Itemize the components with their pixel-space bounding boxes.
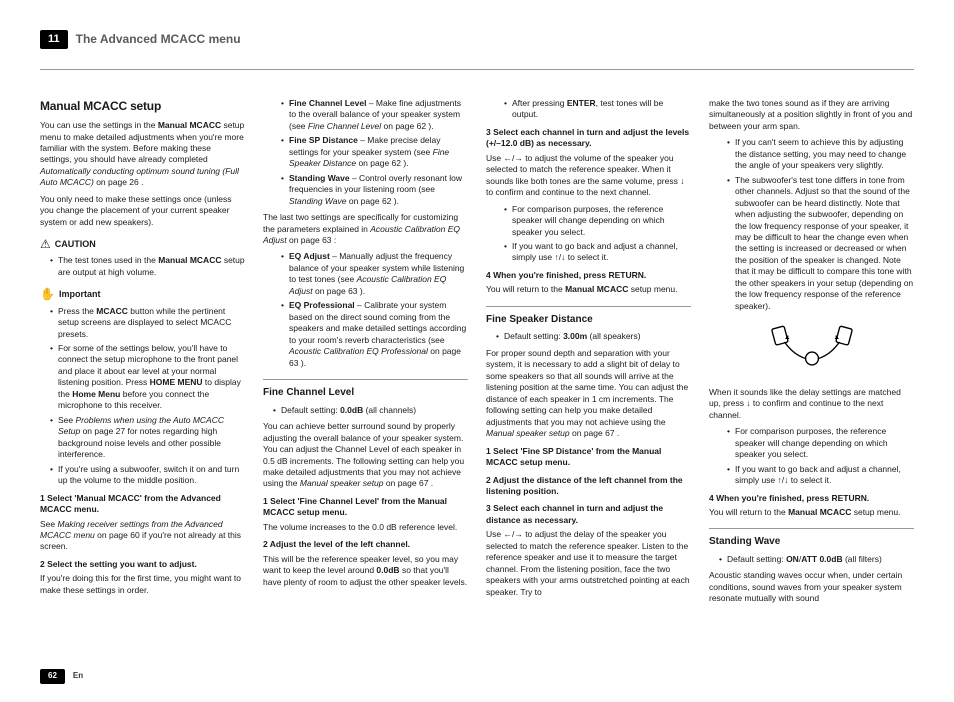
list-item: If you want to go back and adjust a chan… bbox=[504, 241, 691, 264]
fsd-intro: For proper sound depth and separation wi… bbox=[486, 348, 691, 440]
important-label: Important bbox=[59, 288, 101, 300]
default-list: Default setting: 0.0dB (all channels) bbox=[263, 405, 468, 416]
divider bbox=[40, 69, 914, 70]
list-item: The subwoofer's test tone differs in ton… bbox=[727, 175, 914, 313]
important-icon: ✋ bbox=[40, 286, 55, 302]
list-item: Default setting: 0.0dB (all channels) bbox=[273, 405, 468, 416]
subsection-fine-channel-level: Fine Channel Level bbox=[263, 379, 468, 400]
default-list: Default setting: ON/ATT 0.0dB (all filte… bbox=[709, 554, 914, 565]
step-2: 2 Select the setting you want to adjust. bbox=[40, 559, 245, 570]
list-item: If you want to go back and adjust a chan… bbox=[727, 464, 914, 487]
default-list: Default setting: 3.00m (all speakers) bbox=[486, 331, 691, 342]
list-item: Default setting: 3.00m (all speakers) bbox=[496, 331, 691, 342]
chapter-header: 11 The Advanced MCACC menu bbox=[40, 30, 914, 49]
language-code: En bbox=[73, 671, 83, 682]
list-item: If you can't seem to achieve this by adj… bbox=[727, 137, 914, 171]
fcl-step-2: 2 Adjust the level of the left channel. bbox=[263, 539, 468, 550]
list-item: Press the MCACC button while the pertine… bbox=[50, 306, 245, 340]
step-4b-sub: You will return to the Manual MCACC setu… bbox=[709, 507, 914, 518]
column-2: Fine Channel Level – Make fine adjustmen… bbox=[263, 98, 468, 610]
fcl-step-1-sub: The volume increases to the 0.0 dB refer… bbox=[263, 522, 468, 533]
step-4: 4 When you're finished, press RETURN. bbox=[486, 270, 691, 281]
list-item: Standing Wave – Control overly resonant … bbox=[281, 173, 468, 207]
caution-icon: ⚠ bbox=[40, 236, 51, 252]
fsd-step-2: 2 Adjust the distance of the left channe… bbox=[486, 475, 691, 498]
list-item: Fine Channel Level – Make fine adjustmen… bbox=[281, 98, 468, 132]
important-list: Press the MCACC button while the pertine… bbox=[40, 306, 245, 487]
column-1: Manual MCACC setup You can use the setti… bbox=[40, 98, 245, 610]
fcl-intro: You can achieve better surround sound by… bbox=[263, 421, 468, 490]
list-item: If you're using a subwoofer, switch it o… bbox=[50, 464, 245, 487]
chapter-number: 11 bbox=[40, 30, 68, 49]
mid-paragraph: The last two settings are specifically f… bbox=[263, 212, 468, 246]
caution-label: CAUTION bbox=[55, 238, 96, 250]
intro-paragraph-2: You only need to make these settings onc… bbox=[40, 194, 245, 228]
fcl-step-2-sub: This will be the reference speaker level… bbox=[263, 554, 468, 588]
step-3: 3 Select each channel in turn and adjust… bbox=[486, 127, 691, 150]
step-1: 1 Select 'Manual MCACC' from the Advance… bbox=[40, 493, 245, 516]
fcl-step-1: 1 Select 'Fine Channel Level' from the M… bbox=[263, 496, 468, 519]
speaker-angle-diagram bbox=[709, 320, 914, 378]
setting-list: Fine Channel Level – Make fine adjustmen… bbox=[263, 98, 468, 207]
list-item: EQ Adjust – Manually adjust the frequenc… bbox=[281, 251, 468, 297]
step-1-detail: See Making receiver settings from the Ad… bbox=[40, 519, 245, 553]
step-2-detail: If you're doing this for the first time,… bbox=[40, 573, 245, 596]
caution-list: The test tones used in the Manual MCACC … bbox=[40, 255, 245, 278]
column-3: After pressing ENTER, test tones will be… bbox=[486, 98, 691, 610]
list-item: After pressing ENTER, test tones will be… bbox=[504, 98, 691, 121]
list-item: For comparison purposes, the reference s… bbox=[504, 204, 691, 238]
continuation: make the two tones sound as if they are … bbox=[709, 98, 914, 132]
subsection-standing-wave: Standing Wave bbox=[709, 528, 914, 549]
step-3-sub: Use ←/→ to adjust the volume of the spea… bbox=[486, 153, 691, 199]
caution-notice: ⚠ CAUTION bbox=[40, 236, 245, 252]
subsection-fine-speaker-distance: Fine Speaker Distance bbox=[486, 306, 691, 327]
list-item: EQ Professional – Calibrate your system … bbox=[281, 300, 468, 369]
page-footer: 62 En bbox=[40, 669, 83, 684]
intro-paragraph: You can use the settings in the Manual M… bbox=[40, 120, 245, 189]
list-item: The test tones used in the Manual MCACC … bbox=[50, 255, 245, 278]
list-item: Fine SP Distance – Make precise delay se… bbox=[281, 135, 468, 169]
content-columns: Manual MCACC setup You can use the setti… bbox=[40, 98, 914, 610]
page-number: 62 bbox=[40, 669, 65, 684]
step-4-sub: You will return to the Manual MCACC setu… bbox=[486, 284, 691, 295]
compare-list-2: For comparison purposes, the reference s… bbox=[709, 426, 914, 486]
sw-intro: Acoustic standing waves occur when, unde… bbox=[709, 570, 914, 604]
list-item: For comparison purposes, the reference s… bbox=[727, 426, 914, 460]
section-title-manual-mcacc: Manual MCACC setup bbox=[40, 98, 245, 114]
list-item: See Problems when using the Auto MCACC S… bbox=[50, 415, 245, 461]
column-4: make the two tones sound as if they are … bbox=[709, 98, 914, 610]
after-enter-list: After pressing ENTER, test tones will be… bbox=[486, 98, 691, 121]
important-notice: ✋ Important bbox=[40, 286, 245, 302]
fsd-step-1: 1 Select 'Fine SP Distance' from the Man… bbox=[486, 446, 691, 469]
fsd-step-3-sub: Use ←/→ to adjust the delay of the speak… bbox=[486, 529, 691, 598]
setting-list-2: EQ Adjust – Manually adjust the frequenc… bbox=[263, 251, 468, 369]
list-item: For some of the settings below, you'll h… bbox=[50, 343, 245, 412]
step-4b: 4 When you're finished, press RETURN. bbox=[709, 493, 914, 504]
chapter-title: The Advanced MCACC menu bbox=[76, 31, 241, 47]
compare-list: For comparison purposes, the reference s… bbox=[486, 204, 691, 264]
after-diagram: When it sounds like the delay settings a… bbox=[709, 387, 914, 421]
notes-list: If you can't seem to achieve this by adj… bbox=[709, 137, 914, 312]
fsd-step-3: 3 Select each channel in turn and adjust… bbox=[486, 503, 691, 526]
diagram-icon bbox=[757, 320, 867, 375]
list-item: Default setting: ON/ATT 0.0dB (all filte… bbox=[719, 554, 914, 565]
